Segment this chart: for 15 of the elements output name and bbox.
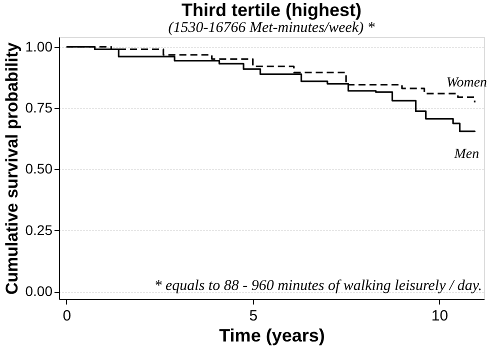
y-tick-label: 0.75 <box>25 100 53 116</box>
y-axis-title: Cumulative survival probability <box>2 42 22 295</box>
y-tick-label: 0.00 <box>25 283 53 300</box>
x-tick-label: 5 <box>249 308 258 324</box>
x-tick-label: 10 <box>431 308 448 324</box>
chart-title: Third tertile (highest) <box>182 0 362 20</box>
y-tick-label: 0.50 <box>25 160 53 177</box>
series-label: Men <box>453 147 480 162</box>
series-label: Women <box>446 75 488 90</box>
y-tick-label: 1.00 <box>25 38 53 54</box>
x-axis-title: Time (years) <box>219 326 325 346</box>
chart-subtitle: (1530-16766 Met-minutes/week) * <box>168 20 376 36</box>
annotation: * equals to 88 - 960 minutes of walking leisurely / day. <box>154 278 482 294</box>
y-tick-label: 0.25 <box>25 222 53 238</box>
x-tick-label: 0 <box>62 308 72 324</box>
